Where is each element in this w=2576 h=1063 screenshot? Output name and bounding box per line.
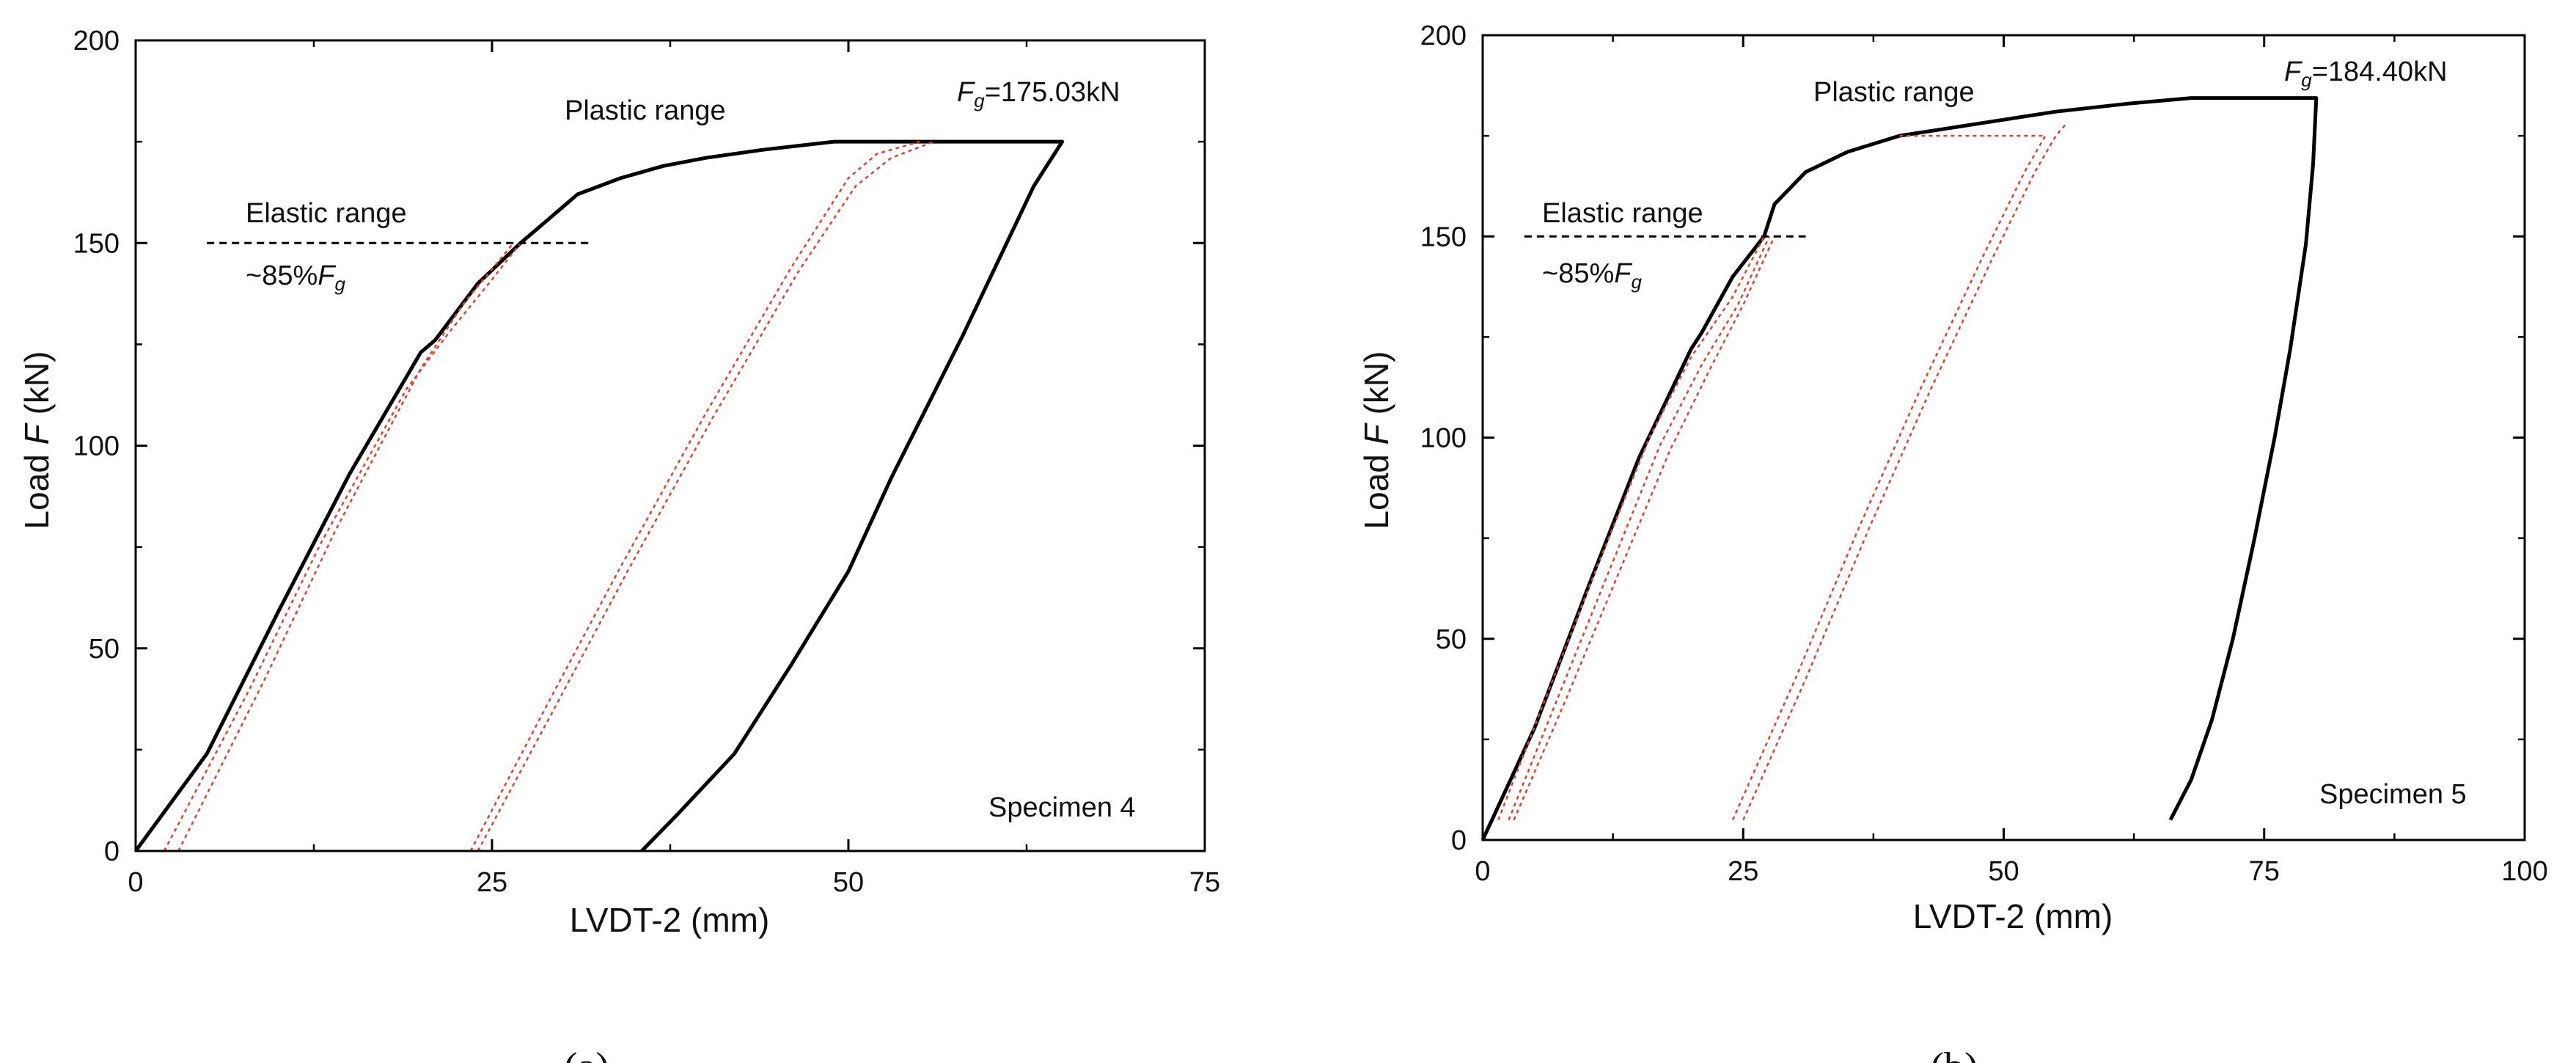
annotation-specimen-b: Specimen 5 [2319, 779, 2467, 810]
x-axis-label-a: LVDT-2 (mm) [570, 901, 770, 939]
plot-frame-b [1481, 34, 2526, 841]
annotation-fg-number-b: =184.40kN [2312, 56, 2448, 87]
annotation-85pct-var-a: F [318, 260, 336, 291]
main-curve-b-0 [1480, 96, 2319, 841]
annotation-85pct-b: ~85%Fg [1542, 258, 1642, 293]
annotation-85pct-prefix-a: ~85% [246, 260, 318, 291]
x-tick-label: 25 [477, 867, 507, 898]
annotation-fg-var-a: F [957, 77, 975, 108]
y-axis-label-suffix-a: (kN) [18, 351, 56, 425]
caption-a: (a) [564, 1045, 609, 1063]
unload-cycle-a-4 [477, 140, 935, 852]
plot-frame-a [134, 39, 1206, 852]
unload-cycle-b-1 [1497, 235, 1765, 821]
x-axis-b: 0 25 50 75 100 [1475, 35, 2548, 887]
y-tick-label: 0 [1451, 825, 1467, 856]
annotation-85pct-var-b: F [1614, 258, 1632, 289]
y-tick-label: 0 [104, 836, 120, 867]
y-axis-label-prefix-a: Load [18, 445, 56, 529]
x-tick-label: 0 [1475, 856, 1490, 887]
y-tick-label: 50 [89, 634, 120, 665]
x-tick-label: 50 [1988, 856, 2019, 887]
y-axis-label-prefix-b: Load [1357, 445, 1395, 529]
chart-panel-b: 0 25 50 75 100 0 50 100 150 200 LVDT-2 (mm) Load… [1357, 21, 2548, 1063]
unload-cycle-a-1 [163, 242, 521, 852]
y-tick-label: 150 [73, 228, 120, 259]
x-tick-label: 75 [1189, 867, 1220, 898]
x-tick-label: 50 [833, 867, 864, 898]
x-tick-label: 0 [128, 867, 143, 898]
y-tick-label: 100 [1420, 423, 1467, 454]
unload-cycle-b-2 [1508, 235, 1770, 821]
y-tick-label: 50 [1436, 624, 1467, 655]
annotation-elastic-range-b: Elastic range [1542, 198, 1703, 229]
y-axis-label-var-a: F [18, 422, 56, 445]
plot-series-b [1480, 96, 2319, 841]
annotation-85pct-a: ~85%Fg [246, 260, 345, 295]
annotation-fg-value-a: Fg=175.03kN [957, 77, 1120, 112]
x-tick-label: 75 [2249, 856, 2280, 887]
y-tick-label: 100 [73, 431, 120, 462]
x-tick-label: 100 [2501, 856, 2547, 887]
main-curve-a-0 [133, 139, 1065, 852]
annotation-85pct-sub-b: g [1631, 271, 1642, 293]
x-axis-a: 0 25 50 75 [128, 40, 1220, 898]
annotation-plastic-range-b: Plastic range [1813, 77, 1975, 108]
y-axis-b: 0 50 100 150 200 [1420, 21, 2525, 856]
y-tick-label: 150 [1420, 222, 1467, 252]
annotation-fg-value-b: Fg=184.40kN [2284, 56, 2448, 91]
annotation-fg-var-b: F [2284, 56, 2302, 87]
unload-cycle-b-3 [1513, 235, 1776, 821]
caption-b: (b) [1930, 1045, 1978, 1063]
x-axis-label-b: LVDT-2 (mm) [1913, 897, 2113, 935]
annotation-fg-sub-b: g [2301, 69, 2312, 91]
annotation-fg-number-a: =175.03kN [985, 77, 1120, 108]
annotation-fg-sub-a: g [974, 90, 985, 112]
y-axis-label-a: Load F (kN) [18, 351, 56, 530]
y-axis-label-var-b: F [1357, 422, 1395, 445]
x-tick-label: 25 [1728, 856, 1758, 887]
chart-panel-a: 0 25 50 75 0 50 100 150 200 LVDT-2 (mm) Load F … [18, 26, 1220, 1063]
unload-cycle-b-5 [1742, 123, 2067, 821]
y-tick-label: 200 [1420, 21, 1467, 51]
unload-cycle-b-4 [1731, 135, 2047, 821]
unload-cycle-a-3 [469, 140, 920, 852]
y-axis-a: 0 50 100 150 200 [73, 26, 1205, 867]
annotation-85pct-sub-a: g [334, 273, 345, 295]
annotation-specimen-a: Specimen 4 [988, 792, 1136, 823]
unload-cycle-a-2 [177, 242, 515, 852]
plot-series-a [133, 139, 1065, 852]
y-axis-label-suffix-b: (kN) [1357, 351, 1395, 425]
y-axis-label-b: Load F (kN) [1357, 351, 1395, 530]
annotation-plastic-range-a: Plastic range [565, 95, 726, 126]
annotation-elastic-range-a: Elastic range [246, 198, 407, 229]
annotation-85pct-prefix-b: ~85% [1542, 258, 1614, 289]
y-tick-label: 200 [73, 26, 120, 56]
